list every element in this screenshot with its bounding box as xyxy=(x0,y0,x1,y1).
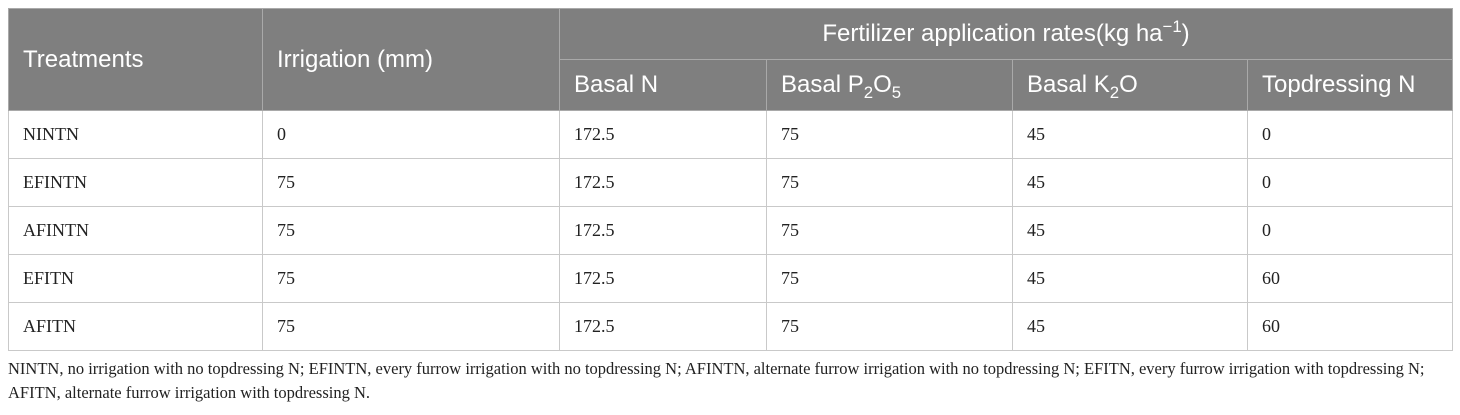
cell-topdressing-n: 0 xyxy=(1246,206,1454,255)
table-row: NINTN 0 172.5 75 45 0 xyxy=(8,110,1454,159)
group-unit-exponent: −1 xyxy=(1162,17,1182,36)
table-row: AFITN 75 172.5 75 45 60 xyxy=(8,302,1454,351)
cell-basal-n: 172.5 xyxy=(559,110,767,159)
cell-treatment: NINTN xyxy=(8,110,263,159)
header-topdressing-n: Topdressing N xyxy=(1246,59,1454,111)
group-close: ) xyxy=(1181,20,1190,47)
cell-topdressing-n: 60 xyxy=(1246,302,1454,351)
table-body: NINTN 0 172.5 75 45 0 EFINTN 75 172.5 75… xyxy=(8,110,1454,351)
table-row: EFINTN 75 172.5 75 45 0 xyxy=(8,158,1454,207)
cell-basal-p2o5: 75 xyxy=(766,110,1013,159)
header-basal-k2o: Basal K2O xyxy=(1012,59,1248,111)
cell-basal-p2o5: 75 xyxy=(766,158,1013,207)
cell-topdressing-n: 0 xyxy=(1246,158,1454,207)
cell-basal-k2o: 45 xyxy=(1012,302,1248,351)
table-footnote: NINTN, no irrigation with no topdressing… xyxy=(8,359,1425,402)
header-treatments: Treatments xyxy=(8,8,263,111)
cell-irrigation: 75 xyxy=(262,254,560,303)
cell-basal-p2o5: 75 xyxy=(766,206,1013,255)
cell-irrigation: 75 xyxy=(262,206,560,255)
cell-basal-n: 172.5 xyxy=(559,302,767,351)
cell-irrigation: 0 xyxy=(262,110,560,159)
cell-basal-k2o: 45 xyxy=(1012,254,1248,303)
cell-basal-n: 172.5 xyxy=(559,254,767,303)
table-header: Treatments Irrigation (mm) Fertilizer ap… xyxy=(8,8,1454,111)
header-fertilizer-group: Fertilizer application rates(kg ha−1) xyxy=(558,8,1454,60)
cell-basal-n: 172.5 xyxy=(559,206,767,255)
cell-topdressing-n: 0 xyxy=(1246,110,1454,159)
cell-basal-n: 172.5 xyxy=(559,158,767,207)
cell-basal-k2o: 45 xyxy=(1012,158,1248,207)
cell-basal-k2o: 45 xyxy=(1012,110,1248,159)
cell-irrigation: 75 xyxy=(262,158,560,207)
cell-treatment: AFITN xyxy=(8,302,263,351)
cell-treatment: EFITN xyxy=(8,254,263,303)
header-basal-p2o5: Basal P2O5 xyxy=(766,59,1013,111)
cell-basal-p2o5: 75 xyxy=(766,254,1013,303)
cell-irrigation: 75 xyxy=(262,302,560,351)
cell-topdressing-n: 60 xyxy=(1246,254,1454,303)
cell-basal-k2o: 45 xyxy=(1012,206,1248,255)
fertilizer-table: Treatments Irrigation (mm) Fertilizer ap… xyxy=(8,8,1454,351)
table-row: EFITN 75 172.5 75 45 60 xyxy=(8,254,1454,303)
header-irrigation: Irrigation (mm) xyxy=(262,8,560,111)
cell-basal-p2o5: 75 xyxy=(766,302,1013,351)
group-title: Fertilizer application rates(kg ha xyxy=(822,20,1163,47)
header-basal-n: Basal N xyxy=(559,59,767,111)
table-container: Treatments Irrigation (mm) Fertilizer ap… xyxy=(8,8,1454,405)
cell-treatment: AFINTN xyxy=(8,206,263,255)
table-row: AFINTN 75 172.5 75 45 0 xyxy=(8,206,1454,255)
cell-treatment: EFINTN xyxy=(8,158,263,207)
